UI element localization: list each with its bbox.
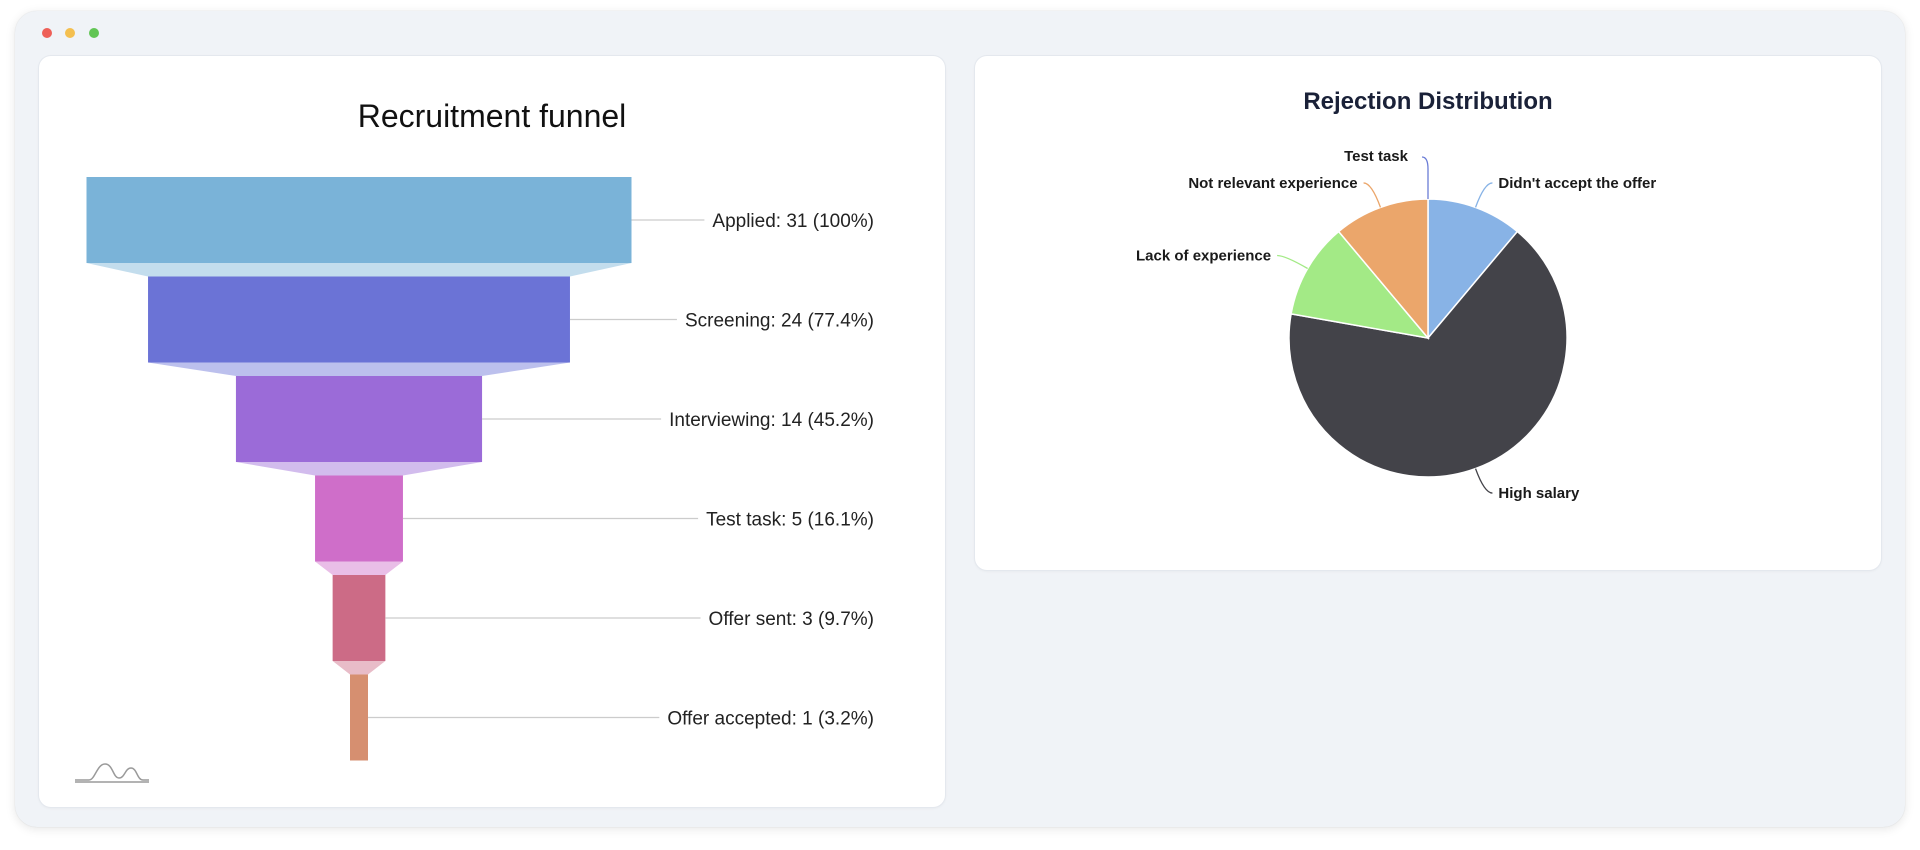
funnel-label-applied: Applied: 31 (100%) <box>712 211 874 232</box>
funnel-bar-applied <box>86 177 632 263</box>
pie-label-didn-t-accept-the-offer: Didn't accept the offer <box>1498 175 1656 192</box>
app-window: Recruitment funnel Applied: 31 (100%) Scr… <box>15 11 1905 827</box>
close-window-button[interactable] <box>42 28 52 38</box>
funnel-connector-screening <box>148 362 570 376</box>
wave-logo-icon <box>75 763 149 783</box>
pie-leader-not-relevant-experience <box>1363 182 1382 208</box>
pie-label-high-salary: High salary <box>1498 485 1580 502</box>
pie-slice-lack-of-experience <box>1290 230 1430 340</box>
funnel-connector-interviewing <box>235 462 483 476</box>
zoom-window-button[interactable] <box>89 28 99 38</box>
funnel-label-screening: Screening: 24 (77.4%) <box>685 311 874 332</box>
minimize-window-button[interactable] <box>65 28 75 38</box>
funnel-chart-title: Recruitment funnel <box>357 98 627 134</box>
pie-leader-test-task <box>1421 156 1429 199</box>
funnel-bar-offer-accepted <box>350 674 368 761</box>
funnel-label-interviewing: Interviewing: 14 (45.2%) <box>669 410 874 431</box>
pie-label-lack-of-experience: Lack of experience <box>1136 248 1271 265</box>
pie-label-test-task: Test task <box>1344 148 1409 165</box>
funnel-label-offer-accepted: Offer accepted: 1 (3.2%) <box>667 709 874 730</box>
pie-slice-not-relevant-experience <box>1337 198 1429 341</box>
pie-chart-card: Rejection Distribution Didn't accept the… <box>975 56 1881 570</box>
funnel-bar-test-task <box>315 475 403 562</box>
funnel-bar-screening <box>148 276 570 363</box>
funnel-connector-applied <box>86 263 632 277</box>
pie-slice-didn-t-accept-the-offer <box>1427 198 1519 341</box>
funnel-bar-offer-sent <box>332 575 386 661</box>
funnel-label-offer-sent: Offer sent: 3 (9.7%) <box>709 609 874 630</box>
pie-leader-didn-t-accept-the-offer <box>1474 182 1493 208</box>
pie-leader-high-salary <box>1474 468 1493 494</box>
funnel-chart: Applied: 31 (100%) Screening: 24 (77.4%) I… <box>75 177 874 783</box>
pie-label-not-relevant-experience: Not relevant experience <box>1188 175 1357 192</box>
pie-leader-lack-of-experience <box>1277 254 1308 270</box>
funnel-connector-offer-sent <box>332 661 386 675</box>
pie-chart: Didn't accept the offer High salary Lack o… <box>1136 148 1656 502</box>
pie-chart-title: Rejection Distribution <box>1303 88 1553 115</box>
funnel-chart-card: Recruitment funnel Applied: 31 (100%) Scr… <box>39 56 945 807</box>
funnel-bar-interviewing <box>235 376 483 462</box>
funnel-label-test-task: Test task: 5 (16.1%) <box>706 510 874 531</box>
funnel-connector-test-task <box>315 561 403 575</box>
